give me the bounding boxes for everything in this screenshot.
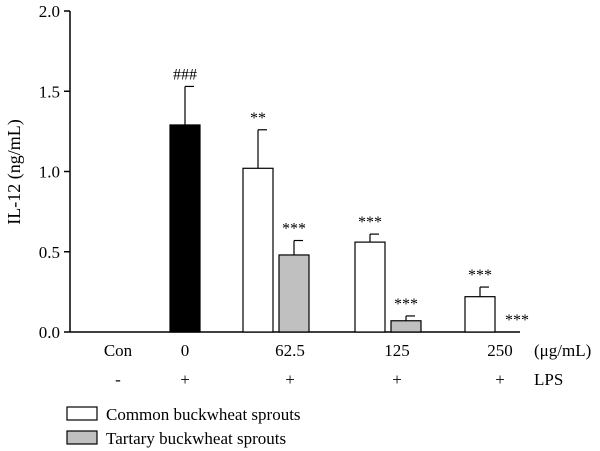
lps-sign: - — [115, 370, 121, 389]
x-category-label: 62.5 — [275, 341, 305, 360]
y-tick-label: 2.0 — [39, 2, 60, 21]
lps-sign: + — [180, 370, 190, 389]
bar-common — [242, 167, 274, 333]
x-category-label: 125 — [384, 341, 410, 360]
bar-control — [169, 124, 201, 333]
bars — [169, 85, 496, 333]
y-axis-title: IL-12 (ng/mL) — [4, 119, 25, 224]
bar-common — [354, 241, 386, 333]
lps-sign: + — [285, 370, 295, 389]
legend-label: Common buckwheat sprouts — [106, 405, 301, 424]
significance-label: *** — [394, 296, 418, 313]
legend-swatch-tartary — [66, 430, 98, 445]
y-tick-label: 1.0 — [39, 163, 60, 182]
bar-tartary — [390, 320, 422, 333]
lps-sign: + — [495, 370, 505, 389]
significance-label: *** — [358, 214, 382, 231]
x-category-label: Con — [104, 341, 133, 360]
x-category-label: 0 — [181, 341, 190, 360]
y-tick-label: 0.5 — [39, 243, 60, 262]
significance-label: *** — [505, 312, 529, 329]
legend-swatch-common — [66, 406, 98, 421]
legend: Common buckwheat sprouts Tartary buckwhea… — [66, 405, 301, 448]
significance-label: *** — [282, 221, 306, 238]
y-tick-label: 1.5 — [39, 82, 60, 101]
lps-label: LPS — [534, 370, 563, 389]
y-tick-label: 0.0 — [39, 323, 60, 342]
lps-sign: + — [392, 370, 402, 389]
legend-label: Tartary buckwheat sprouts — [106, 429, 286, 448]
bar-common — [464, 296, 496, 333]
significance-label: ### — [173, 66, 197, 83]
axes: 0.0 0.5 1.0 1.5 2.0 IL-12 (ng/mL) — [4, 2, 520, 342]
significance-label: *** — [468, 267, 492, 284]
x-category-label: 250 — [487, 341, 513, 360]
unit-label: (μg/mL) — [534, 341, 591, 360]
labels: ###*****************Con 0 62.5 125 250 (μg/mL… — [104, 66, 591, 389]
significance-label: ** — [250, 110, 266, 127]
bar-tartary — [278, 254, 310, 333]
